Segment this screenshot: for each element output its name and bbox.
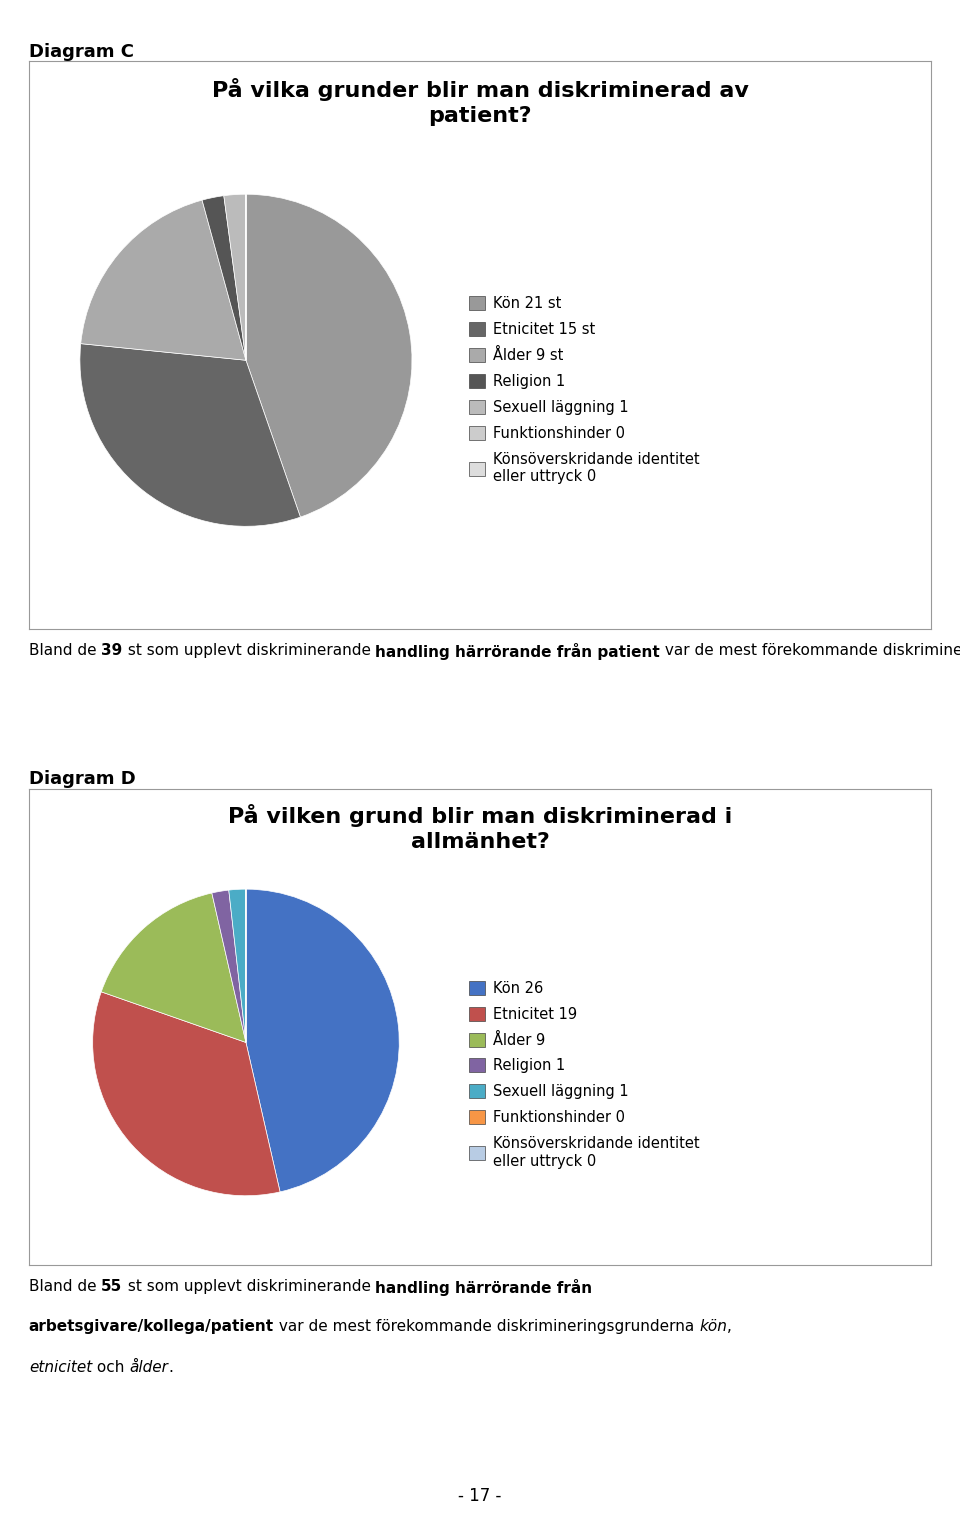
Wedge shape xyxy=(246,195,412,517)
Text: 55: 55 xyxy=(102,1279,123,1294)
Wedge shape xyxy=(224,195,246,360)
Text: Bland de: Bland de xyxy=(29,1279,102,1294)
Text: På vilken grund blir man diskriminerad i
allmänhet?: På vilken grund blir man diskriminerad i… xyxy=(228,803,732,851)
Wedge shape xyxy=(228,889,246,1042)
Text: st som upplevt diskriminerande: st som upplevt diskriminerande xyxy=(123,642,375,658)
Wedge shape xyxy=(93,992,280,1196)
Legend: Kön 26, Etnicitet 19, Ålder 9, Religion 1, Sexuell läggning 1, Funktionshinder 0: Kön 26, Etnicitet 19, Ålder 9, Religion … xyxy=(469,981,699,1168)
Text: ålder: ålder xyxy=(130,1360,168,1375)
Wedge shape xyxy=(101,894,246,1042)
Legend: Kön 21 st, Etnicitet 15 st, Ålder 9 st, Religion 1, Sexuell läggning 1, Funktion: Kön 21 st, Etnicitet 15 st, Ålder 9 st, … xyxy=(469,296,699,484)
Text: handling härrörande från patient: handling härrörande från patient xyxy=(375,642,660,659)
Text: arbetsgivare/kollega/patient: arbetsgivare/kollega/patient xyxy=(29,1318,274,1334)
Text: Diagram C: Diagram C xyxy=(29,43,133,61)
Wedge shape xyxy=(203,196,246,360)
Text: Diagram D: Diagram D xyxy=(29,770,135,788)
Text: 39: 39 xyxy=(102,642,123,658)
Text: ,: , xyxy=(727,1318,732,1334)
Text: - 17 -: - 17 - xyxy=(458,1487,502,1505)
Text: och: och xyxy=(92,1360,130,1375)
Text: var de mest förekommande diskrimineringsgrunderna: var de mest förekommande diskriminerings… xyxy=(274,1318,699,1334)
Text: st som upplevt diskriminerande: st som upplevt diskriminerande xyxy=(123,1279,375,1294)
Text: handling härrörande från: handling härrörande från xyxy=(375,1279,592,1295)
Wedge shape xyxy=(212,891,246,1042)
Text: På vilka grunder blir man diskriminerad av
patient?: På vilka grunder blir man diskriminerad … xyxy=(211,78,749,126)
Wedge shape xyxy=(246,889,399,1191)
Text: var de mest förekommande diskrimineringsgrunderna: var de mest förekommande diskriminerings… xyxy=(660,642,960,658)
Text: etnicitet: etnicitet xyxy=(29,1360,92,1375)
Wedge shape xyxy=(81,201,246,360)
Text: .: . xyxy=(168,1360,173,1375)
Text: Bland de: Bland de xyxy=(29,642,102,658)
Text: kön: kön xyxy=(699,1318,727,1334)
Wedge shape xyxy=(80,343,300,526)
